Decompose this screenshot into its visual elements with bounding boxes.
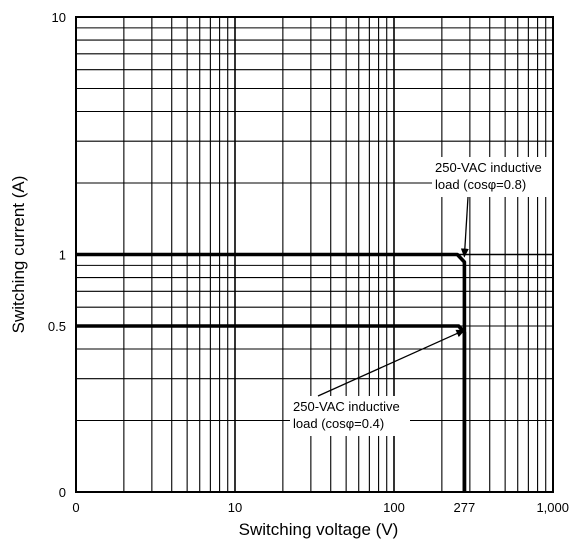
tick-labels: 0 10 100 277 1,000 0 0.5 1 10	[48, 10, 569, 515]
x-tick-label: 0	[72, 500, 79, 515]
y-axis-title: Switching current (A)	[9, 176, 28, 334]
x-tick-label: 277	[454, 500, 476, 515]
series-line-2	[76, 324, 467, 492]
annotation-2: 250-VAC inductive load (cosφ=0.4)	[290, 329, 466, 436]
annotation-text: 250-VAC inductive	[435, 160, 542, 175]
annotation-1: 250-VAC inductive load (cosφ=0.8)	[432, 157, 552, 258]
annotation-box	[290, 396, 410, 436]
series-line-1	[76, 252, 467, 492]
y-tick-label: 1	[59, 248, 66, 263]
y-tick-label: 0	[59, 485, 66, 500]
annotation-box	[432, 157, 552, 197]
x-axis-title: Switching voltage (V)	[239, 520, 399, 539]
annotation-arrow	[460, 196, 469, 258]
annotation-arrow	[317, 329, 466, 397]
x-tick-label: 100	[383, 500, 405, 515]
series-layer	[76, 252, 467, 492]
x-tick-label: 10	[228, 500, 242, 515]
x-tick-label: 1,000	[536, 500, 569, 515]
y-tick-label: 10	[52, 10, 66, 25]
y-tick-label: 0.5	[48, 319, 66, 334]
annotation-text: load (cosφ=0.8)	[435, 177, 526, 192]
annotation-text: 250-VAC inductive	[293, 399, 400, 414]
annotation-text: load (cosφ=0.4)	[293, 416, 384, 431]
